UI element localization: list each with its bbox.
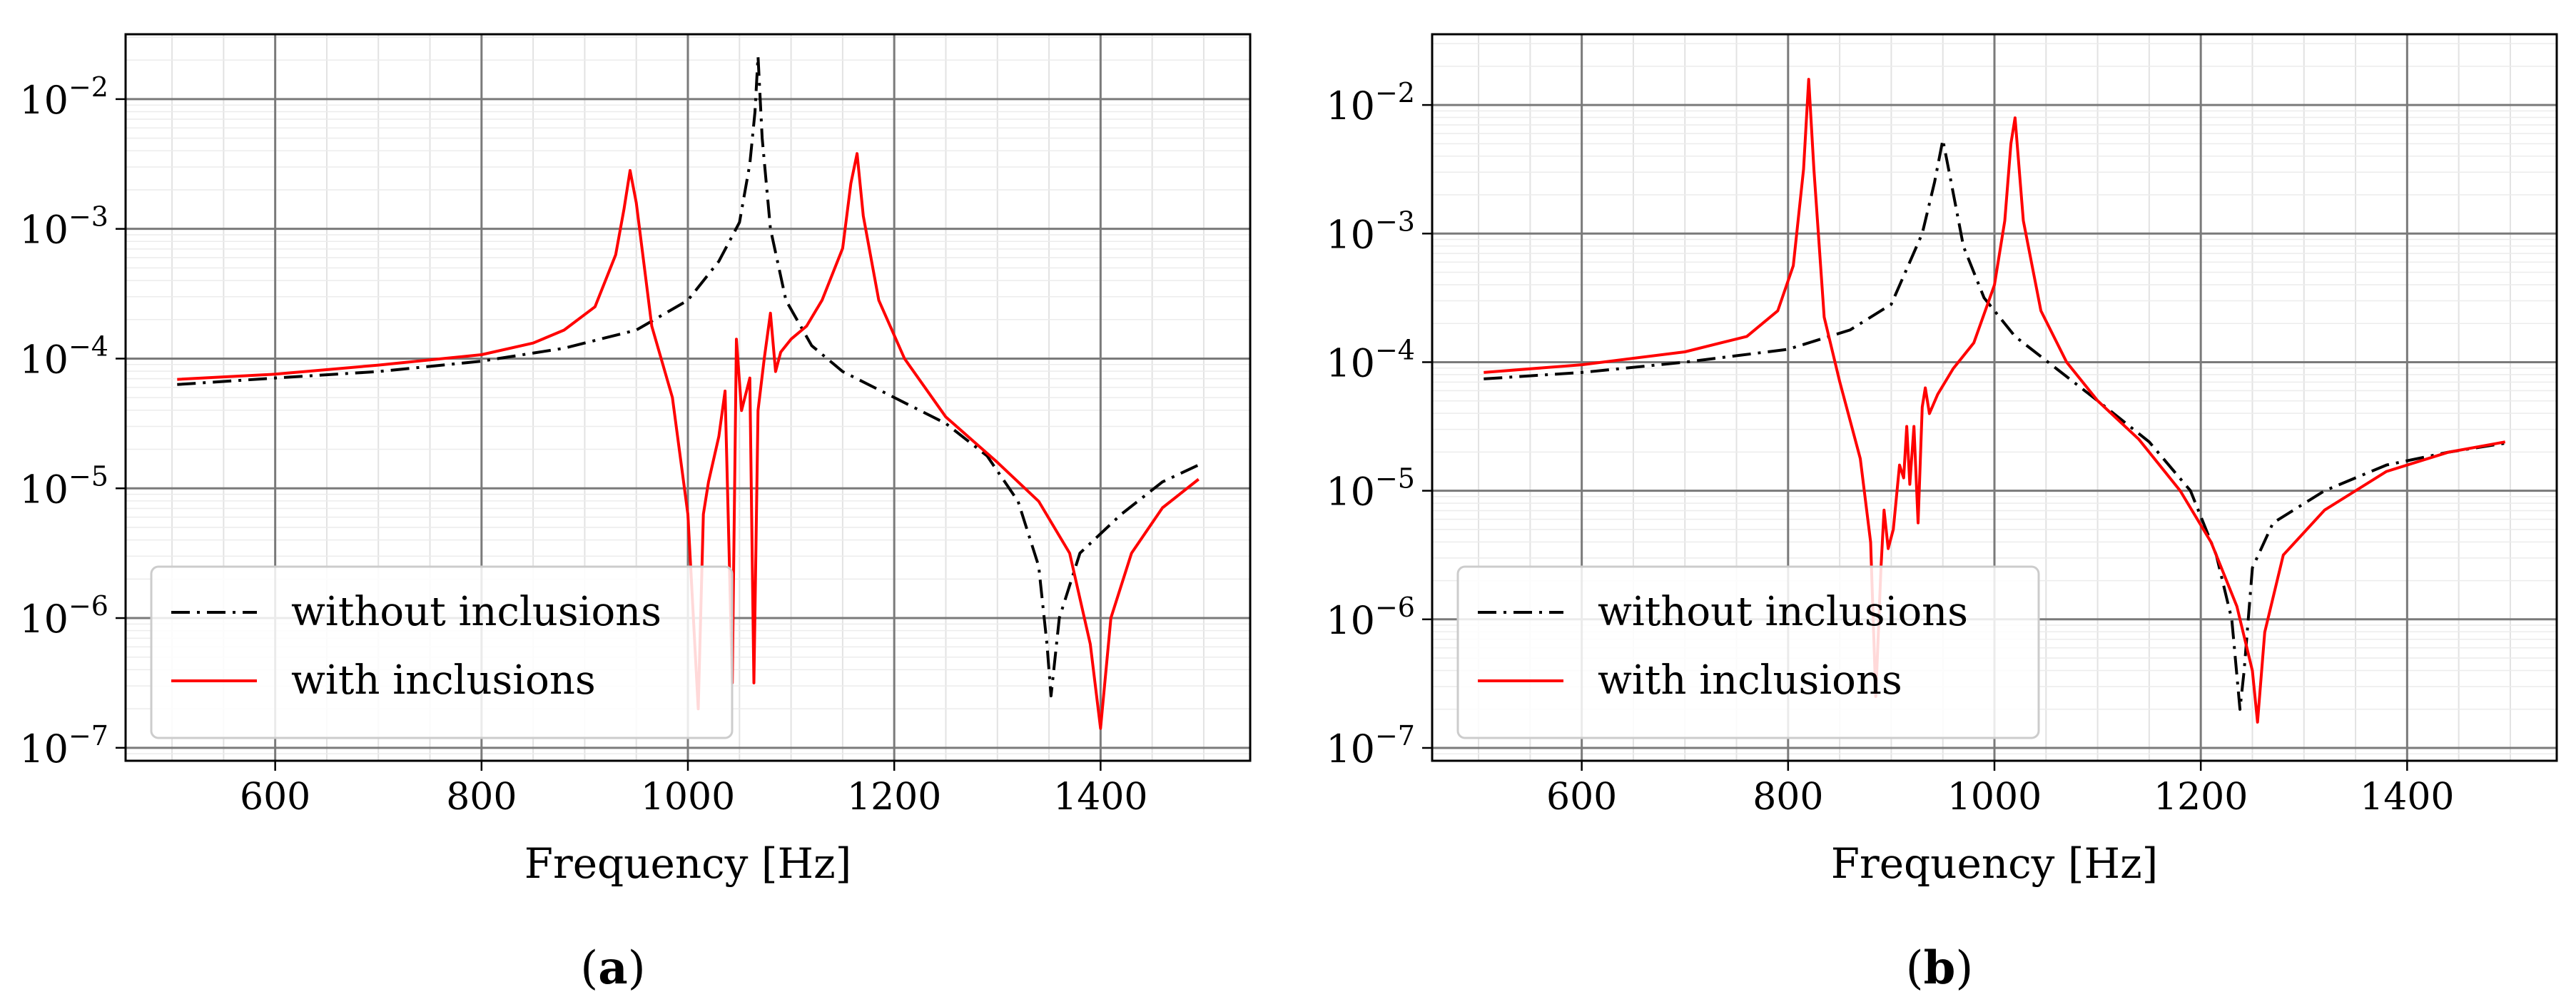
x-tick-label: 1000 <box>641 776 735 819</box>
x-tick-label: 800 <box>446 776 517 819</box>
legend-label: without inclusions <box>1598 589 1968 635</box>
series-line-with-inclusions <box>177 152 1200 730</box>
x-tick-label: 600 <box>1546 776 1617 819</box>
caption-a: (a) <box>580 941 645 995</box>
y-tick-label: 10−7 <box>19 720 108 771</box>
major-grid <box>116 34 1250 771</box>
series-line-without-inclusions <box>1484 138 2506 711</box>
y-tick-label: 10−3 <box>19 201 108 253</box>
y-tick-label: 10−4 <box>1326 334 1415 385</box>
legend-label: without inclusions <box>291 589 661 635</box>
y-tick-label: 10−5 <box>19 460 108 512</box>
x-tick-label: 600 <box>240 776 310 819</box>
minor-grid <box>126 34 1250 761</box>
legend: without inclusions with inclusions <box>150 565 734 739</box>
legend-label: with inclusions <box>1598 657 1902 704</box>
y-tick-label: 10−7 <box>1326 720 1415 771</box>
legend-box <box>1456 565 2040 739</box>
x-axis-label: Frequency [Hz] <box>524 839 852 888</box>
caption-b-letter: b <box>1924 941 1956 995</box>
caption-b: (b) <box>1906 941 1974 995</box>
series-line-with-inclusions <box>1484 78 2506 724</box>
plot-frame <box>124 33 1252 762</box>
plot-frame <box>1431 33 2558 762</box>
panel-b: 600 800 1000 1200 1400 10−7 10−6 10−5 10−4 10−3 10… <box>1326 33 2558 888</box>
x-tick-label: 1400 <box>1053 776 1147 819</box>
legend-box <box>150 565 734 739</box>
x-tick-label: 1000 <box>1947 776 2042 819</box>
x-tick-label: 800 <box>1753 776 1823 819</box>
y-tick-label: 10−6 <box>1326 592 1415 643</box>
x-axis-label: Frequency [Hz] <box>1831 839 2159 888</box>
x-tick-label: 1200 <box>2154 776 2248 819</box>
caption-a-letter: a <box>598 941 627 995</box>
series-line-without-inclusions <box>177 54 1200 698</box>
legend-label: with inclusions <box>291 657 596 704</box>
y-tick-label: 10−5 <box>1326 463 1415 515</box>
y-tick-label: 10−2 <box>19 71 108 123</box>
x-tick-label: 1400 <box>2360 776 2454 819</box>
y-tick-label: 10−4 <box>19 330 108 382</box>
legend: without inclusions with inclusions <box>1456 565 2040 739</box>
y-tick-label: 10−2 <box>1326 77 1415 128</box>
y-tick-label: 10−3 <box>1326 206 1415 257</box>
panel-a: 600 800 1000 1200 1400 10−7 10−6 10−5 10−4 10−3 10… <box>19 33 1252 888</box>
x-tick-label: 1200 <box>847 776 941 819</box>
y-tick-label: 10−6 <box>19 590 108 642</box>
